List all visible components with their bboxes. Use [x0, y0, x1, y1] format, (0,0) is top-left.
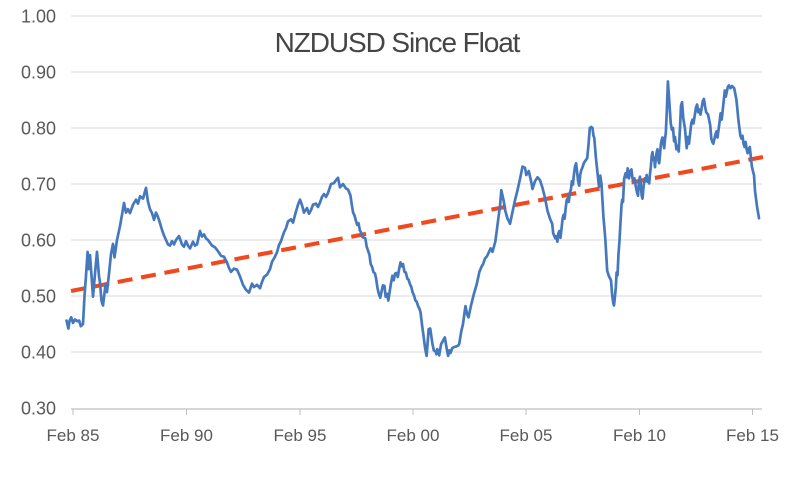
svg-text:0.60: 0.60 — [21, 231, 56, 251]
svg-text:Feb 00: Feb 00 — [387, 426, 440, 445]
svg-text:NZDUSD Since Float: NZDUSD Since Float — [275, 27, 521, 58]
svg-text:0.80: 0.80 — [21, 119, 56, 139]
svg-text:0.40: 0.40 — [21, 343, 56, 363]
svg-text:0.70: 0.70 — [21, 175, 56, 195]
svg-text:Feb 85: Feb 85 — [47, 426, 100, 445]
svg-text:0.90: 0.90 — [21, 63, 56, 83]
svg-text:Feb 05: Feb 05 — [500, 426, 553, 445]
svg-text:0.30: 0.30 — [21, 399, 56, 419]
svg-text:Feb 10: Feb 10 — [613, 426, 666, 445]
svg-text:Feb 90: Feb 90 — [160, 426, 213, 445]
svg-text:Feb 15: Feb 15 — [726, 426, 779, 445]
svg-text:1.00: 1.00 — [21, 7, 56, 27]
svg-text:0.50: 0.50 — [21, 287, 56, 307]
svg-text:Feb 95: Feb 95 — [274, 426, 327, 445]
